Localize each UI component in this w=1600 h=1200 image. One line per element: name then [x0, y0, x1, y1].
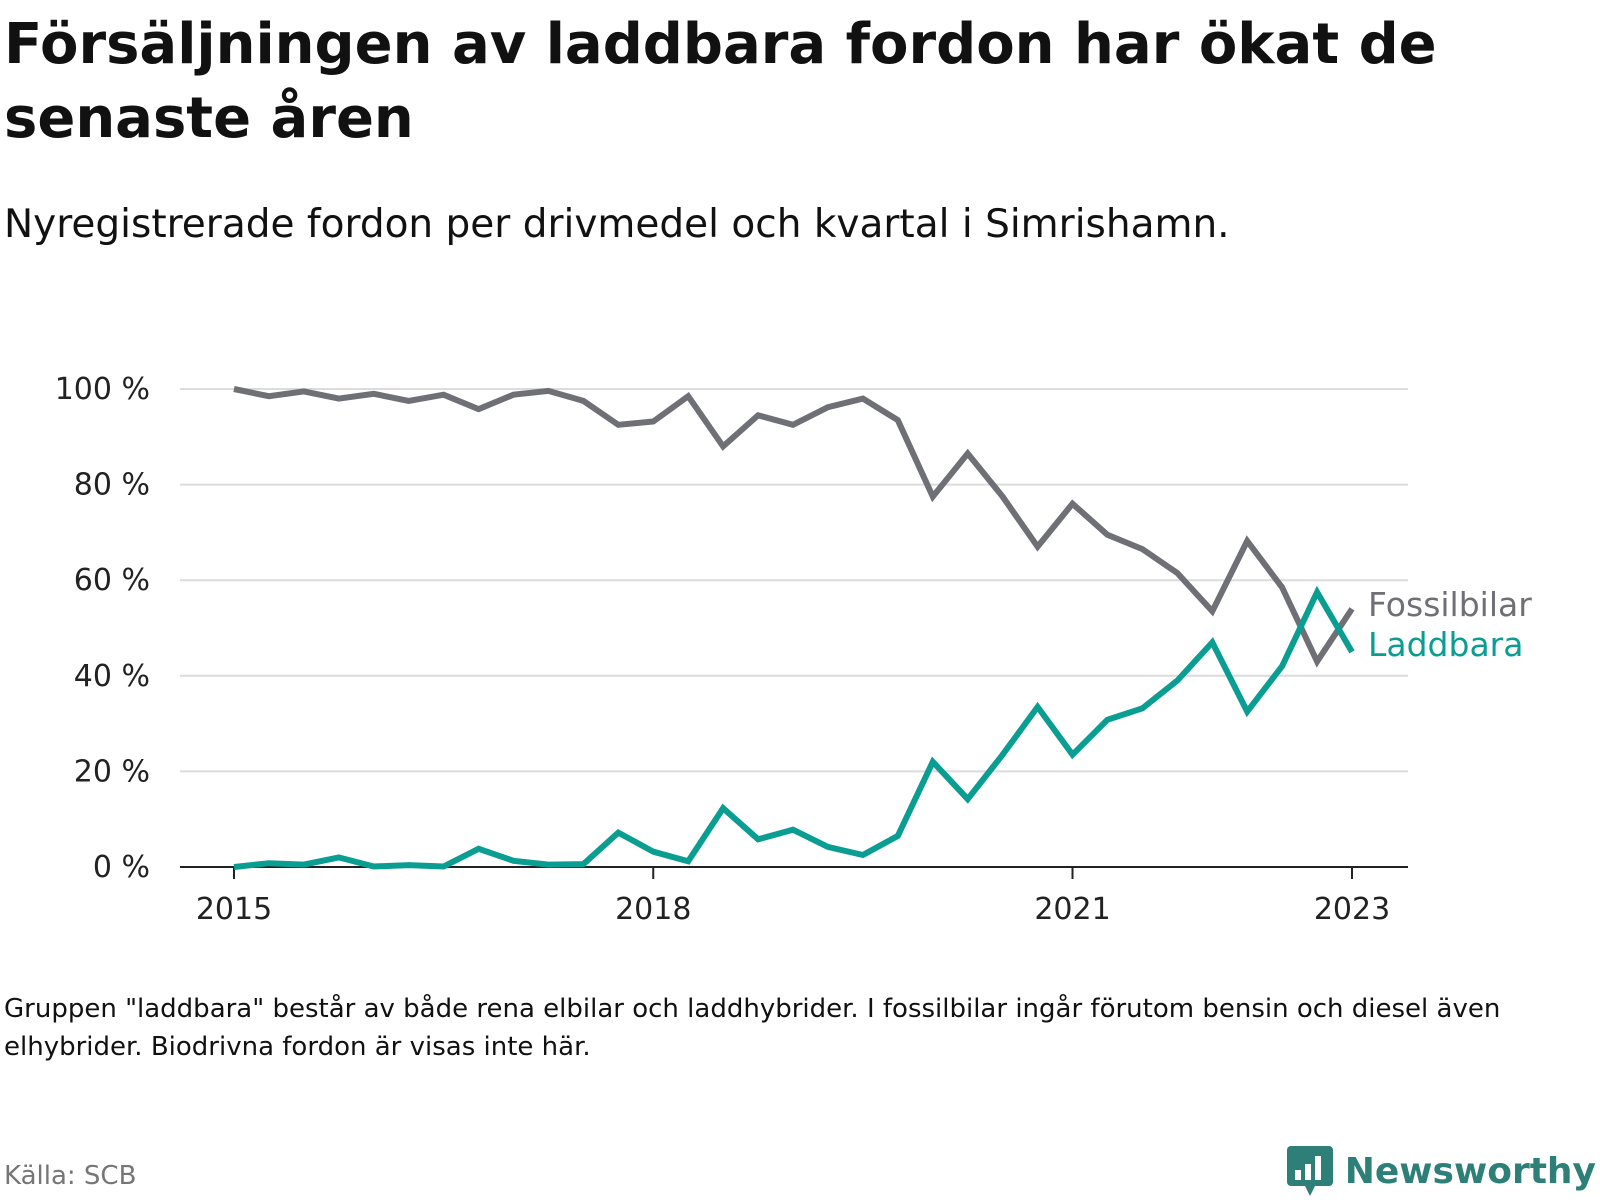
series-label-laddbara: Laddbara — [1368, 625, 1523, 664]
x-tick-label: 2021 — [1034, 892, 1110, 927]
line-chart: 0 % 20 % 40 % 60 % 80 % 100 % 2015 2018 2021 2023… — [55, 372, 1533, 927]
y-tick-label: 60 % — [74, 563, 150, 598]
series-line-laddbara — [233, 585, 1355, 870]
gridlines — [180, 388, 1408, 773]
footnote: Gruppen "laddbara" består av både rena e… — [4, 994, 1501, 1062]
x-tick-label: 2018 — [615, 892, 691, 927]
series-line-fossilbilar — [233, 386, 1355, 668]
axes: 0 % 20 % 40 % 60 % 80 % 100 % 2015 2018 2021 2023 — [55, 372, 1408, 927]
y-tick-label: 100 % — [55, 372, 150, 407]
y-tick-label: 20 % — [74, 754, 150, 789]
brand-name: Newsworthy — [1344, 1150, 1596, 1192]
chart-subtitle: Nyregistrerade fordon per drivmedel och … — [4, 202, 1230, 247]
x-tick-label: 2023 — [1314, 892, 1390, 927]
series-label-fossilbilar: Fossilbilar — [1368, 585, 1532, 624]
source-label: Källa: SCB — [4, 1161, 137, 1191]
y-tick-label: 0 % — [93, 850, 150, 885]
brand-logo[interactable]: Newsworthy — [1285, 1142, 1596, 1200]
y-tick-label: 40 % — [74, 659, 150, 694]
series-lines — [233, 386, 1355, 870]
y-tick-label: 80 % — [74, 468, 150, 503]
chart-title: Försäljningen av laddbara fordon har öka… — [4, 12, 1437, 151]
newsworthy-logo-icon — [1286, 1146, 1333, 1196]
x-tick-label: 2015 — [196, 892, 272, 927]
